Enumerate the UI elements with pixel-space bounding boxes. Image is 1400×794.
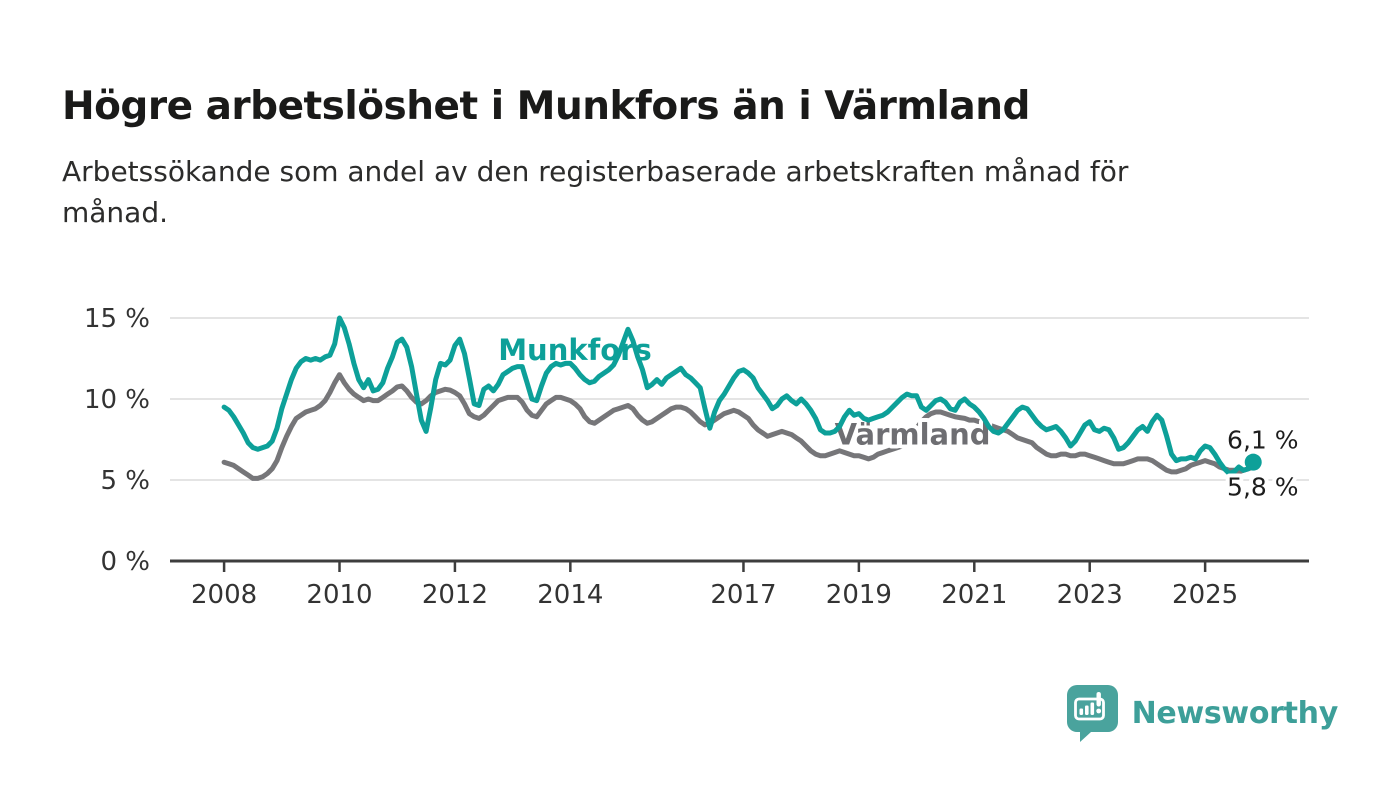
page-subtitle-line2: månad. <box>62 195 169 229</box>
bar-chart-speech-bubble-icon <box>1066 685 1118 742</box>
munkfors-line <box>221 315 1256 476</box>
newsworthy-brand: Newsworthy <box>1066 684 1338 743</box>
varmland-series-label: Värmland <box>835 417 991 451</box>
y-tick-label-5: 5 % <box>100 466 150 496</box>
x-tick-label-2025: 2025 <box>1172 580 1238 610</box>
x-tick-label-2019: 2019 <box>826 580 892 610</box>
bar-small-shape <box>1079 708 1083 715</box>
x-tick-label-2021: 2021 <box>941 580 1007 610</box>
bar-medium-shape <box>1084 705 1089 715</box>
x-tick-label-2008: 2008 <box>191 580 257 610</box>
munkfors-end-dot <box>1244 453 1262 471</box>
y-tick-label-0: 0 % <box>100 547 150 577</box>
x-tick-label-2010: 2010 <box>306 580 372 610</box>
chart-frame-shape <box>1073 697 1105 721</box>
vrmland-line <box>221 372 1256 481</box>
x-tick-label-2014: 2014 <box>537 580 603 610</box>
munkfors-end-label: 6,1 % <box>1227 425 1298 454</box>
page-title: Högre arbetslöshet i Munkfors än i Värml… <box>62 84 1030 130</box>
page-subtitle: Arbetssökande som andel av den registerb… <box>62 152 1128 233</box>
x-tick-label-2023: 2023 <box>1057 580 1123 610</box>
exclamation-bar-shape <box>1096 692 1101 707</box>
x-tick-label-2017: 2017 <box>710 580 776 610</box>
page-subtitle-line1: Arbetssökande som andel av den registerb… <box>62 155 1129 188</box>
x-tick-label-2012: 2012 <box>422 580 488 610</box>
newsworthy-logo-text: Newsworthy <box>1131 696 1339 731</box>
y-tick-label-15: 15 % <box>84 304 150 334</box>
bar-tall-shape <box>1090 702 1094 715</box>
munkfors-series-label: Munkfors <box>498 333 652 367</box>
y-tick-label-10: 10 % <box>84 385 150 415</box>
exclamation-dot-shape <box>1095 708 1101 714</box>
varmland-end-label: 5,8 % <box>1227 472 1298 501</box>
